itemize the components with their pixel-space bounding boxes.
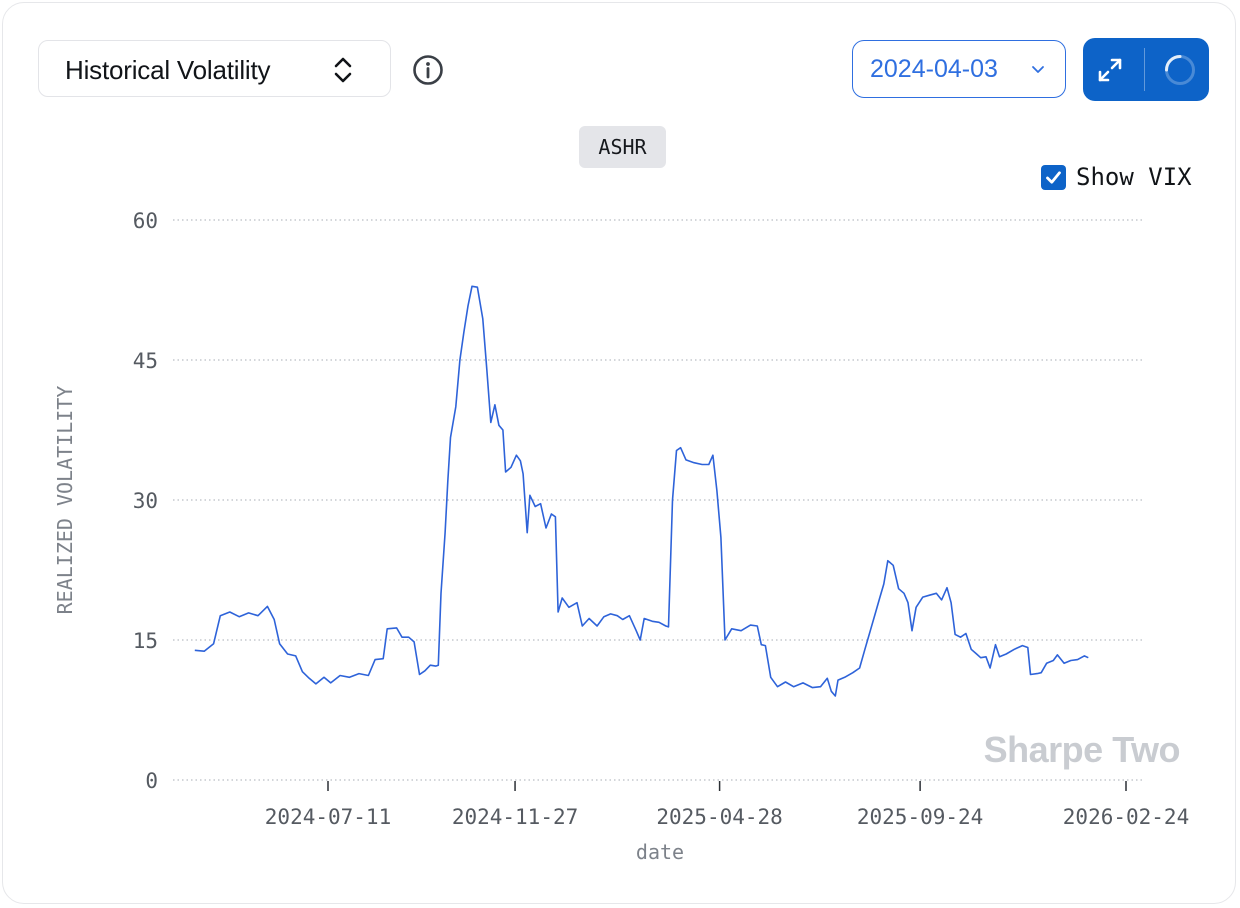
date-select[interactable]: 2024-04-03 [852,40,1066,98]
info-icon[interactable] [412,54,444,86]
button-divider [1144,48,1145,91]
y-axis-ticks: 0 15 30 45 60 [133,209,158,793]
x-axis-title: date [636,840,684,864]
metric-select[interactable]: Historical Volatility [38,40,391,97]
x-axis-ticks: 2024-07-11 2024-11-27 2025-04-28 2025-09-24… [265,781,1189,829]
y-tick-label: 60 [133,209,158,233]
expand-icon [1098,58,1122,82]
chevron-up-down-icon [334,57,352,83]
y-tick-label: 45 [133,349,158,373]
x-tick-label: 2024-07-11 [265,805,391,829]
metric-select-label: Historical Volatility [65,55,271,85]
y-axis-title: REALIZED VOLATILITY [53,386,77,615]
chart-action-group [1083,38,1209,101]
date-select-value: 2024-04-03 [870,55,998,83]
checkmark-icon [1046,171,1061,184]
x-tick-label: 2025-09-24 [857,805,983,829]
y-tick-label: 15 [133,629,158,653]
show-vix-label: Show VIX [1076,163,1192,191]
grid-layer [173,219,1143,781]
loading-spinner-icon [1165,55,1195,85]
watermark-logo: Sharpe Two [984,729,1180,770]
chevron-down-icon [1032,66,1044,73]
x-tick-label: 2025-04-28 [656,805,782,829]
series-line-ashr [194,285,1089,697]
y-tick-label: 0 [145,769,158,793]
x-tick-label: 2024-11-27 [452,805,578,829]
show-vix-checkbox[interactable] [1041,165,1066,190]
x-tick-label: 2026-02-24 [1063,805,1189,829]
y-tick-label: 30 [133,489,158,513]
expand-button[interactable] [1083,38,1144,101]
refresh-button[interactable] [1145,38,1209,101]
ticker-badge: ASHR [579,126,666,168]
